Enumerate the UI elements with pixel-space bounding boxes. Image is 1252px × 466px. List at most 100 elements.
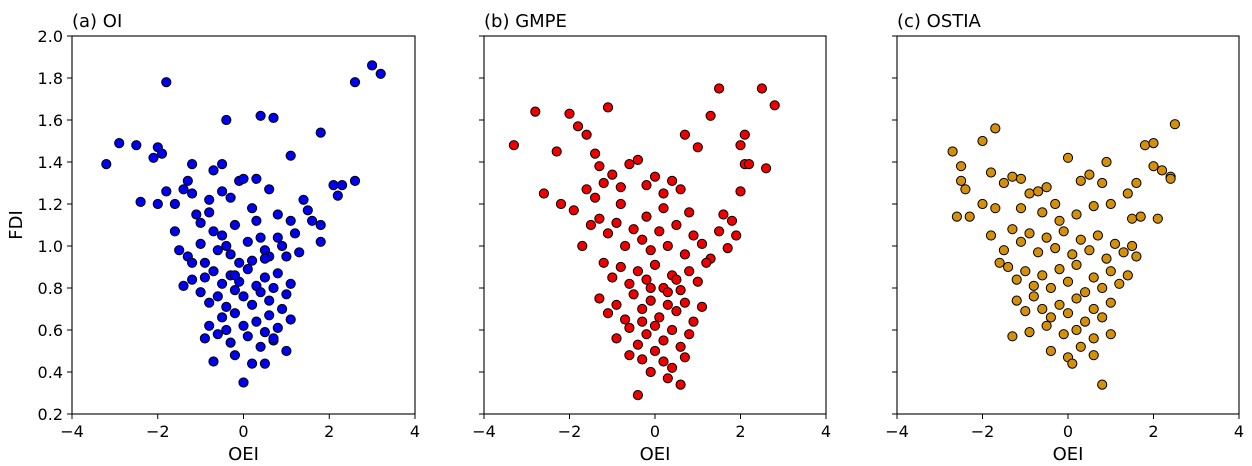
data-point: [208, 356, 219, 367]
data-point: [714, 226, 725, 237]
data-point: [242, 264, 253, 275]
data-point: [641, 274, 652, 285]
data-point: [1088, 201, 1099, 212]
data-point: [1075, 234, 1086, 245]
data-point: [191, 209, 202, 220]
data-point: [178, 184, 189, 195]
data-point: [208, 226, 219, 237]
data-point: [658, 335, 669, 346]
data-point: [667, 362, 678, 373]
data-point: [1062, 276, 1074, 287]
data-point: [289, 228, 301, 239]
data-point: [1097, 282, 1108, 294]
x-tick-label: −2: [971, 422, 995, 441]
data-point: [255, 110, 266, 121]
data-point: [671, 274, 682, 285]
data-point: [1101, 253, 1112, 264]
data-point: [135, 196, 146, 207]
data-point: [1050, 243, 1061, 254]
data-point: [628, 224, 639, 235]
data-point: [161, 186, 172, 197]
data-point: [1045, 345, 1057, 357]
data-point: [259, 358, 270, 369]
data-point: [769, 100, 780, 111]
data-point: [696, 301, 708, 312]
data-point: [1105, 329, 1116, 340]
data-point: [1058, 226, 1069, 237]
data-point: [568, 205, 579, 216]
data-point: [692, 142, 703, 153]
data-point: [375, 68, 386, 79]
data-point: [199, 257, 210, 268]
data-point: [598, 257, 609, 268]
data-point: [1024, 188, 1035, 199]
data-point: [675, 379, 686, 390]
y-tick-label: 0.4: [38, 363, 63, 382]
data-point: [1097, 379, 1108, 390]
data-point: [675, 285, 686, 296]
data-point: [285, 150, 296, 161]
data-point: [1007, 331, 1018, 342]
data-point: [1088, 272, 1099, 283]
data-point: [594, 213, 605, 224]
data-point: [581, 184, 592, 195]
data-point: [156, 148, 168, 159]
data-point: [285, 314, 296, 325]
x-tick-label: 0: [650, 422, 660, 441]
data-point: [212, 291, 223, 302]
data-point: [739, 129, 750, 140]
data-point: [255, 287, 266, 298]
data-point: [662, 299, 673, 310]
data-point: [1041, 320, 1052, 331]
data-point: [956, 175, 967, 186]
data-point: [1088, 333, 1099, 344]
data-point: [208, 165, 219, 176]
data-point: [259, 327, 270, 338]
data-point: [315, 219, 326, 231]
data-point: [637, 234, 648, 245]
chart-panel-2: −4 −2 0 2 4 OEI (b) GMPE: [472, 11, 831, 465]
data-point: [187, 188, 198, 199]
data-point: [692, 276, 703, 287]
data-point: [298, 194, 309, 205]
data-point: [225, 337, 236, 348]
data-point: [1075, 175, 1086, 186]
data-point: [1015, 236, 1027, 247]
data-point: [281, 345, 292, 357]
data-point: [259, 253, 270, 264]
data-point: [268, 112, 279, 124]
data-point: [632, 266, 644, 277]
data-point: [225, 249, 236, 260]
data-point: [637, 303, 648, 315]
data-point: [985, 167, 997, 178]
data-point: [174, 245, 185, 256]
data-point: [131, 140, 142, 151]
data-point: [620, 240, 631, 252]
data-point: [1054, 215, 1065, 226]
data-point: [615, 198, 626, 210]
data-point: [204, 297, 215, 308]
data-point: [272, 322, 283, 333]
data-point: [1003, 261, 1014, 273]
data-point: [161, 77, 172, 88]
data-point: [1033, 186, 1044, 197]
data-point: [1028, 291, 1039, 302]
data-point: [637, 316, 648, 327]
data-point: [169, 198, 180, 210]
data-point: [585, 219, 597, 231]
data-point: [1011, 295, 1022, 306]
data-point: [277, 240, 288, 252]
data-point: [1114, 278, 1125, 289]
data-point: [590, 148, 601, 159]
data-point: [602, 102, 614, 113]
data-point: [607, 272, 618, 283]
data-point: [649, 171, 661, 182]
data-point: [229, 308, 240, 319]
data-point: [572, 121, 584, 132]
data-point: [615, 261, 626, 273]
data-point: [315, 127, 326, 138]
data-point: [229, 219, 240, 231]
data-point: [620, 314, 631, 325]
data-point: [1084, 245, 1095, 256]
